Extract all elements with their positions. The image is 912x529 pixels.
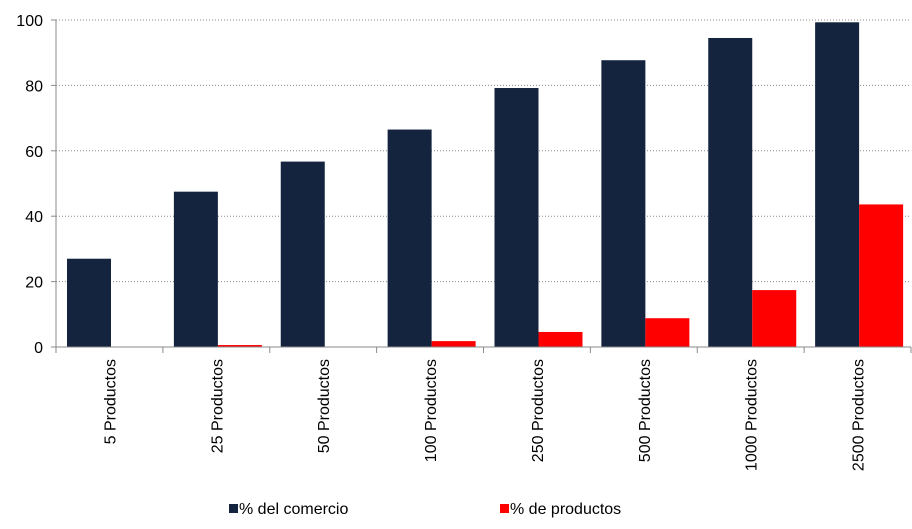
legend-swatch	[500, 504, 509, 513]
x-category-label: 2500 Productos	[851, 359, 868, 471]
y-tick-label: 80	[25, 78, 43, 95]
x-category-label: 5 Productos	[102, 359, 119, 444]
legend-label: % del comercio	[239, 501, 348, 518]
bar	[645, 318, 690, 347]
bars	[67, 22, 904, 348]
bar	[815, 22, 860, 347]
bar	[859, 204, 904, 347]
bar	[601, 60, 646, 347]
bar	[752, 290, 797, 347]
x-category-label: 100 Productos	[423, 359, 440, 462]
x-category-label: 50 Productos	[316, 359, 333, 453]
bar	[173, 191, 218, 347]
bar	[494, 88, 539, 348]
legend-label: % de productos	[510, 501, 621, 518]
x-category-label: 500 Productos	[637, 359, 654, 462]
y-tick-label: 60	[25, 144, 43, 161]
bar	[538, 331, 583, 347]
legend: % del comercio % de productos	[229, 501, 621, 518]
bar	[67, 258, 111, 347]
x-category-label: 250 Productos	[530, 359, 547, 462]
bar	[431, 341, 476, 347]
y-tick-label: 0	[34, 340, 43, 357]
y-tick-label: 20	[25, 275, 43, 292]
x-category-label: 25 Productos	[209, 359, 226, 453]
x-category-label: 1000 Productos	[744, 359, 761, 471]
bar	[387, 129, 432, 347]
y-tick-labels: 0 20 40 60 80 100	[16, 13, 43, 357]
bar	[217, 345, 262, 347]
y-tick-label: 100	[16, 13, 43, 30]
bar	[708, 37, 753, 348]
legend-swatch	[229, 504, 238, 513]
axes	[51, 19, 912, 353]
y-tick-label: 40	[25, 209, 43, 226]
x-category-labels: 5 Productos 25 Productos 50 Productos 100 P…	[102, 359, 867, 471]
bar	[280, 161, 325, 347]
